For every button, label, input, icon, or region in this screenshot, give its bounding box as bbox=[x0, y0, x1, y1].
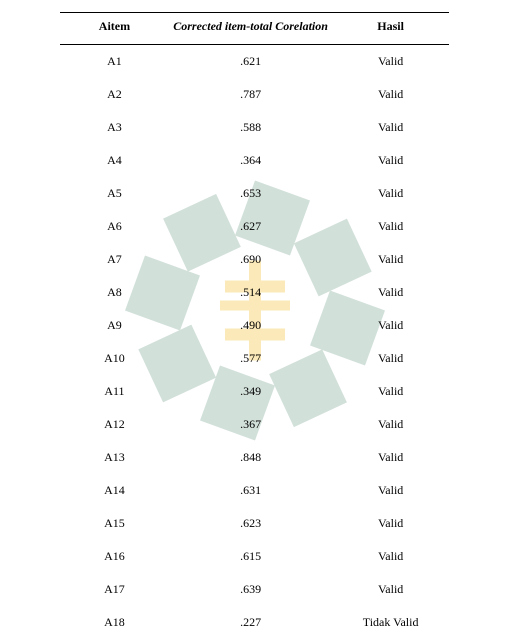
validity-table: Aitem Corrected item-total Corelation Ha… bbox=[60, 12, 449, 639]
cell-correlation: .615 bbox=[169, 540, 332, 573]
table-header-row: Aitem Corrected item-total Corelation Ha… bbox=[60, 13, 449, 45]
table-row: A17.639Valid bbox=[60, 573, 449, 606]
cell-result: Valid bbox=[332, 45, 449, 79]
cell-result: Valid bbox=[332, 309, 449, 342]
cell-result: Valid bbox=[332, 144, 449, 177]
table-row: A14.631Valid bbox=[60, 474, 449, 507]
cell-item: A10 bbox=[60, 342, 169, 375]
cell-result: Valid bbox=[332, 507, 449, 540]
table-row: A18.227Tidak Valid bbox=[60, 606, 449, 639]
cell-correlation: .623 bbox=[169, 507, 332, 540]
table-row: A15.623Valid bbox=[60, 507, 449, 540]
cell-item: A15 bbox=[60, 507, 169, 540]
cell-correlation: .364 bbox=[169, 144, 332, 177]
cell-result: Valid bbox=[332, 243, 449, 276]
cell-correlation: .367 bbox=[169, 408, 332, 441]
cell-item: A2 bbox=[60, 78, 169, 111]
cell-result: Valid bbox=[332, 474, 449, 507]
table-row: A2.787Valid bbox=[60, 78, 449, 111]
cell-item: A6 bbox=[60, 210, 169, 243]
cell-item: A16 bbox=[60, 540, 169, 573]
cell-result: Valid bbox=[332, 441, 449, 474]
cell-result: Valid bbox=[332, 111, 449, 144]
table-row: A16.615Valid bbox=[60, 540, 449, 573]
validity-table-container: Aitem Corrected item-total Corelation Ha… bbox=[0, 0, 509, 639]
cell-item: A14 bbox=[60, 474, 169, 507]
table-row: A9.490Valid bbox=[60, 309, 449, 342]
cell-correlation: .349 bbox=[169, 375, 332, 408]
table-row: A8.514Valid bbox=[60, 276, 449, 309]
cell-correlation: .787 bbox=[169, 78, 332, 111]
cell-item: A5 bbox=[60, 177, 169, 210]
cell-result: Valid bbox=[332, 78, 449, 111]
table-row: A6.627Valid bbox=[60, 210, 449, 243]
table-row: A12.367Valid bbox=[60, 408, 449, 441]
cell-result: Valid bbox=[332, 375, 449, 408]
cell-result: Valid bbox=[332, 408, 449, 441]
table-row: A13.848Valid bbox=[60, 441, 449, 474]
cell-correlation: .588 bbox=[169, 111, 332, 144]
cell-result: Valid bbox=[332, 540, 449, 573]
cell-correlation: .639 bbox=[169, 573, 332, 606]
cell-correlation: .627 bbox=[169, 210, 332, 243]
cell-item: A18 bbox=[60, 606, 169, 639]
header-correlation: Corrected item-total Corelation bbox=[169, 13, 332, 45]
header-result: Hasil bbox=[332, 13, 449, 45]
cell-item: A13 bbox=[60, 441, 169, 474]
table-row: A5.653Valid bbox=[60, 177, 449, 210]
table-row: A11.349Valid bbox=[60, 375, 449, 408]
cell-item: A9 bbox=[60, 309, 169, 342]
cell-result: Valid bbox=[332, 210, 449, 243]
cell-correlation: .490 bbox=[169, 309, 332, 342]
cell-correlation: .577 bbox=[169, 342, 332, 375]
cell-item: A1 bbox=[60, 45, 169, 79]
table-row: A4.364Valid bbox=[60, 144, 449, 177]
header-item: Aitem bbox=[60, 13, 169, 45]
cell-result: Valid bbox=[332, 573, 449, 606]
cell-item: A4 bbox=[60, 144, 169, 177]
cell-correlation: .653 bbox=[169, 177, 332, 210]
table-body: A1.621ValidA2.787ValidA3.588ValidA4.364V… bbox=[60, 45, 449, 639]
table-row: A3.588Valid bbox=[60, 111, 449, 144]
table-row: A7.690Valid bbox=[60, 243, 449, 276]
cell-item: A17 bbox=[60, 573, 169, 606]
table-row: A10.577Valid bbox=[60, 342, 449, 375]
cell-result: Tidak Valid bbox=[332, 606, 449, 639]
cell-correlation: .621 bbox=[169, 45, 332, 79]
cell-correlation: .514 bbox=[169, 276, 332, 309]
header-correlation-text: Corrected item-total Corelation bbox=[173, 19, 328, 33]
cell-correlation: .690 bbox=[169, 243, 332, 276]
cell-result: Valid bbox=[332, 276, 449, 309]
cell-correlation: .631 bbox=[169, 474, 332, 507]
cell-item: A7 bbox=[60, 243, 169, 276]
cell-item: A8 bbox=[60, 276, 169, 309]
cell-result: Valid bbox=[332, 342, 449, 375]
cell-correlation: .227 bbox=[169, 606, 332, 639]
cell-result: Valid bbox=[332, 177, 449, 210]
table-row: A1.621Valid bbox=[60, 45, 449, 79]
cell-item: A12 bbox=[60, 408, 169, 441]
cell-item: A3 bbox=[60, 111, 169, 144]
cell-item: A11 bbox=[60, 375, 169, 408]
cell-correlation: .848 bbox=[169, 441, 332, 474]
